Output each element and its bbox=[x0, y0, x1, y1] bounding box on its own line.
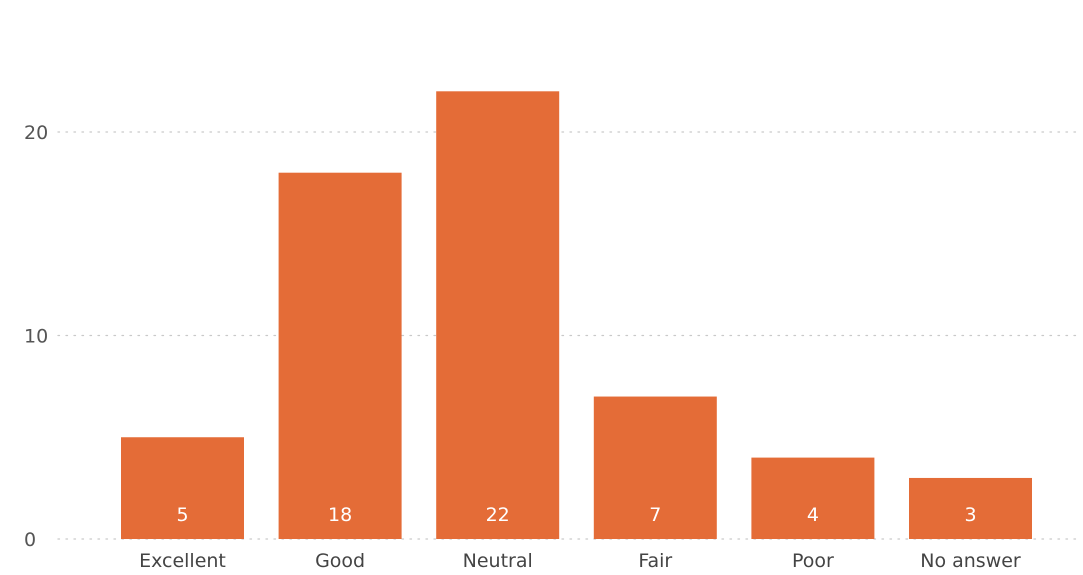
category-label-fair: Fair bbox=[638, 550, 672, 572]
x-axis-categories: Excellent Good Neutral Fair Poor No answer bbox=[139, 550, 1021, 572]
category-label-poor: Poor bbox=[792, 550, 834, 572]
category-label-no-answer: No answer bbox=[920, 550, 1021, 572]
data-label-no-answer: 3 bbox=[964, 504, 976, 526]
category-label-excellent: Excellent bbox=[139, 550, 226, 572]
bar-neutral bbox=[436, 91, 560, 540]
y-tick-label-20: 20 bbox=[24, 122, 48, 144]
data-label-neutral: 22 bbox=[486, 504, 510, 526]
bars bbox=[121, 91, 1032, 540]
data-labels: 5 18 22 7 4 3 bbox=[176, 504, 976, 526]
data-label-fair: 7 bbox=[649, 504, 661, 526]
data-label-good: 18 bbox=[328, 504, 352, 526]
y-tick-label-10: 10 bbox=[24, 326, 48, 348]
y-tick-label-0: 0 bbox=[24, 529, 36, 551]
data-label-poor: 4 bbox=[807, 504, 819, 526]
bar-excellent bbox=[121, 437, 244, 539]
category-label-good: Good bbox=[315, 550, 365, 572]
data-label-excellent: 5 bbox=[176, 504, 188, 526]
bar-no-answer bbox=[909, 477, 1032, 539]
bar-poor bbox=[751, 457, 875, 539]
bar-good bbox=[278, 172, 402, 539]
bar-fair bbox=[593, 396, 717, 539]
y-axis-ticks: 0 10 20 bbox=[24, 122, 48, 551]
category-label-neutral: Neutral bbox=[463, 550, 533, 572]
